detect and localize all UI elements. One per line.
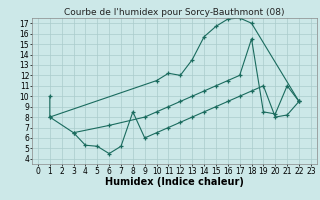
X-axis label: Humidex (Indice chaleur): Humidex (Indice chaleur) (105, 177, 244, 187)
Text: Courbe de l'humidex pour Sorcy-Bauthmont (08): Courbe de l'humidex pour Sorcy-Bauthmont… (64, 8, 285, 17)
